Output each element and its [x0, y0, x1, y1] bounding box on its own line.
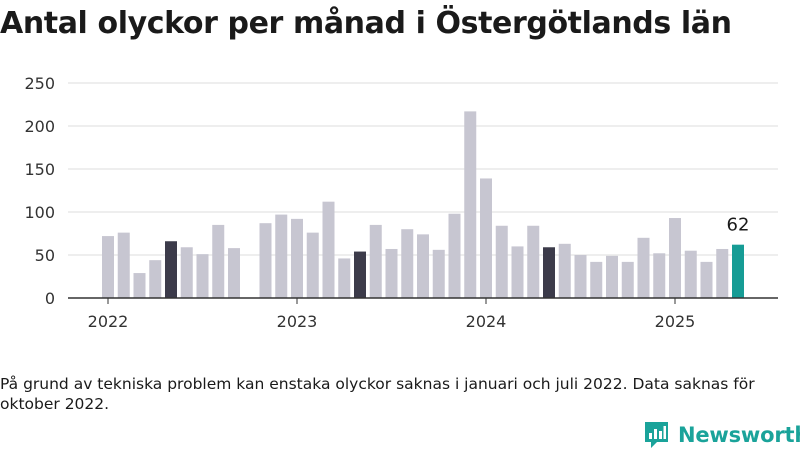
y-tick-label: 150	[24, 160, 55, 179]
bar	[133, 273, 146, 298]
y-tick-label: 100	[24, 203, 55, 222]
bar	[432, 249, 445, 298]
bar	[165, 241, 177, 298]
newsworthy-logo-icon	[645, 422, 668, 448]
bar	[385, 248, 398, 298]
bar	[338, 258, 351, 298]
y-tick-label: 250	[24, 74, 55, 93]
x-tick-label: 2022	[88, 312, 129, 331]
bar	[212, 224, 225, 298]
bar	[621, 261, 634, 298]
x-axis: 2022 2023 2024 2025	[68, 297, 778, 331]
bar-chart: 0 50 100 150 200 250 2022 2023 2024 2025 62	[24, 74, 778, 331]
bar	[653, 253, 666, 298]
footnote: På grund av tekniska problem kan enstaka…	[0, 375, 755, 413]
bar	[322, 201, 335, 298]
bar	[558, 243, 571, 298]
bar	[417, 234, 429, 298]
y-tick-label: 200	[24, 117, 55, 136]
bar	[196, 254, 209, 298]
bar	[590, 261, 603, 298]
bar	[259, 223, 272, 298]
bar	[700, 261, 713, 298]
annotations: 62	[727, 215, 750, 236]
bar	[732, 244, 744, 298]
y-axis-ticks: 0 50 100 150 200 250	[24, 74, 55, 308]
bar	[369, 224, 382, 298]
bars	[102, 111, 744, 298]
brand-logo[interactable]: Newsworthy	[643, 420, 800, 449]
bar	[117, 232, 130, 298]
bar	[306, 232, 319, 298]
bar	[448, 213, 461, 298]
bar	[716, 248, 729, 298]
x-tick-label: 2023	[277, 312, 318, 331]
bar	[684, 250, 697, 298]
bar	[574, 255, 587, 298]
data-label: 62	[727, 215, 750, 236]
bar	[464, 111, 477, 298]
bar	[401, 229, 414, 298]
bar	[180, 247, 193, 298]
bar	[291, 218, 303, 298]
bar	[669, 218, 681, 298]
y-tick-label: 50	[35, 246, 55, 265]
bar	[102, 236, 114, 298]
bar	[495, 225, 508, 298]
x-tick-label: 2024	[466, 312, 507, 331]
bar	[228, 248, 240, 298]
bar	[480, 178, 492, 298]
brand-name: Newsworthy	[678, 422, 800, 447]
chart-title: Antal olyckor per månad i Östergötlands …	[0, 6, 732, 41]
bar	[149, 260, 162, 298]
bar	[543, 247, 555, 298]
bar	[527, 225, 540, 298]
bar	[637, 237, 650, 298]
y-tick-label: 0	[45, 289, 55, 308]
x-tick-label: 2025	[655, 312, 696, 331]
bar	[275, 214, 288, 298]
bar	[606, 255, 618, 298]
bar	[511, 246, 524, 298]
bar	[354, 251, 366, 298]
